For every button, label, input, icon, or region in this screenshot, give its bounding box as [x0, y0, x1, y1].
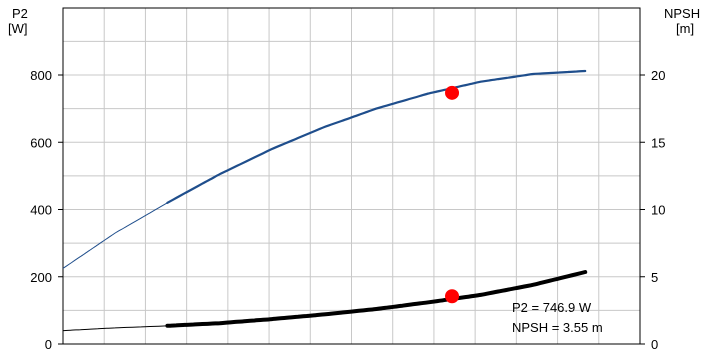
p2-curve: [166, 69, 587, 204]
right-axis-title-line1: NPSH: [664, 6, 700, 21]
left-axis-title-line1: P2: [12, 6, 28, 21]
left-tick-label: 200: [30, 270, 52, 285]
p2-curve-thin: [62, 202, 168, 269]
right-tick-label: 15: [651, 135, 665, 150]
right-axis-title-line2: [m]: [676, 21, 694, 36]
right-tick-label: 20: [651, 68, 665, 83]
axis-ticks: 0 200 400 600 800 0 5 10 15 20: [30, 68, 665, 349]
npsh-curve-thin: [62, 325, 168, 332]
right-tick-label: 10: [651, 203, 665, 218]
operating-points: [445, 85, 460, 304]
right-tick-label: 0: [651, 337, 658, 349]
left-tick-label: 600: [30, 135, 52, 150]
right-tick-label: 5: [651, 270, 658, 285]
plot-frame: [62, 7, 641, 345]
npsh-curve: [165, 270, 588, 328]
readout-npsh: NPSH = 3.55 m: [512, 320, 603, 335]
left-tick-label: 800: [30, 68, 52, 83]
p2-operating-point: [445, 85, 460, 100]
left-axis-title-line2: [W]: [8, 21, 28, 36]
left-tick-label: 0: [45, 337, 52, 349]
curves: [62, 69, 588, 332]
readout-p2: P2 = 746.9 W: [512, 300, 592, 315]
npsh-operating-point: [445, 289, 460, 304]
left-tick-label: 400: [30, 203, 52, 218]
